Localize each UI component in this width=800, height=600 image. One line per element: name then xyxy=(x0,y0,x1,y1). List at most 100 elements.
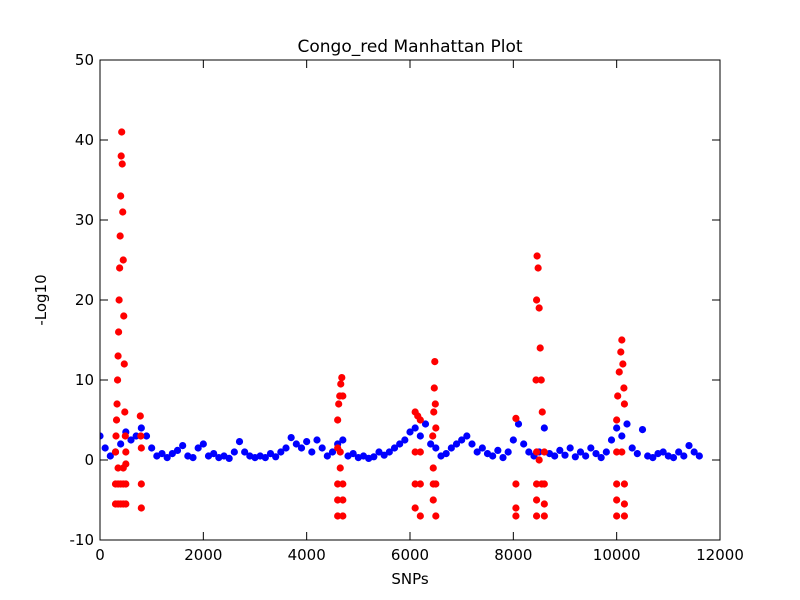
point xyxy=(695,452,703,460)
x-tick-label: 12000 xyxy=(696,546,744,564)
point xyxy=(297,444,306,452)
point xyxy=(241,448,249,456)
point xyxy=(468,440,476,448)
point xyxy=(538,408,546,416)
point xyxy=(535,456,543,464)
point xyxy=(292,440,300,448)
x-tick-label: 4000 xyxy=(288,546,326,564)
point xyxy=(614,392,622,400)
point xyxy=(122,460,130,468)
point xyxy=(587,444,595,452)
point xyxy=(429,496,437,504)
point xyxy=(540,480,548,488)
point xyxy=(432,480,440,488)
point xyxy=(620,384,628,392)
point xyxy=(106,452,114,460)
point xyxy=(308,448,316,456)
point xyxy=(669,453,678,462)
point xyxy=(613,496,621,504)
point xyxy=(113,400,121,408)
point xyxy=(499,453,507,462)
point xyxy=(416,416,424,424)
point xyxy=(303,437,311,446)
point xyxy=(421,420,430,428)
y-tick-label: 10 xyxy=(75,371,94,389)
point xyxy=(416,480,424,488)
point xyxy=(607,436,616,444)
point xyxy=(512,480,520,488)
point xyxy=(120,360,128,368)
point xyxy=(532,296,541,304)
point xyxy=(680,452,688,460)
point xyxy=(115,328,123,336)
point xyxy=(442,449,450,458)
point xyxy=(525,448,533,456)
point xyxy=(447,444,455,452)
point xyxy=(118,128,126,136)
points xyxy=(100,128,703,520)
point xyxy=(266,449,275,458)
point xyxy=(116,264,124,272)
point xyxy=(336,464,344,472)
y-axis-label: -Log10 xyxy=(32,274,50,325)
point xyxy=(561,451,569,459)
point xyxy=(617,348,625,356)
point xyxy=(119,208,127,216)
point xyxy=(618,336,626,344)
point xyxy=(339,392,347,400)
y-tick-label: -10 xyxy=(70,531,95,549)
point xyxy=(620,500,629,508)
point xyxy=(115,296,123,304)
point xyxy=(101,444,109,452)
point xyxy=(313,436,321,444)
point xyxy=(189,453,197,462)
point xyxy=(620,512,629,520)
point xyxy=(432,512,440,520)
point xyxy=(602,448,610,456)
point xyxy=(619,360,627,368)
point xyxy=(504,448,512,456)
point xyxy=(540,512,548,520)
point xyxy=(430,384,438,392)
point xyxy=(406,428,414,436)
y-tick-label: 0 xyxy=(84,451,94,469)
point xyxy=(168,449,176,458)
point xyxy=(431,400,439,408)
point xyxy=(163,453,171,462)
point xyxy=(613,512,621,520)
point xyxy=(540,448,548,456)
point xyxy=(535,304,543,312)
point xyxy=(411,504,419,512)
point xyxy=(597,453,605,462)
x-tick-label: 6000 xyxy=(391,546,429,564)
point xyxy=(235,437,244,446)
point xyxy=(540,424,548,432)
point xyxy=(429,464,437,472)
point xyxy=(613,416,621,424)
point xyxy=(534,264,542,272)
point xyxy=(592,449,600,458)
point xyxy=(113,376,122,384)
point xyxy=(137,444,145,452)
point xyxy=(411,424,419,432)
x-axis-label: SNPs xyxy=(391,570,429,588)
point xyxy=(122,448,130,456)
point xyxy=(615,368,623,376)
point xyxy=(337,380,345,388)
point xyxy=(261,453,269,462)
point xyxy=(494,446,502,454)
point xyxy=(137,504,145,512)
point xyxy=(118,160,126,168)
point xyxy=(173,446,182,454)
point xyxy=(328,448,337,456)
point xyxy=(137,424,145,432)
point xyxy=(127,436,135,444)
point xyxy=(117,440,125,448)
point xyxy=(339,512,347,520)
point xyxy=(335,400,343,408)
point xyxy=(478,444,486,452)
point xyxy=(520,440,528,448)
point xyxy=(623,420,631,428)
point xyxy=(532,376,540,384)
